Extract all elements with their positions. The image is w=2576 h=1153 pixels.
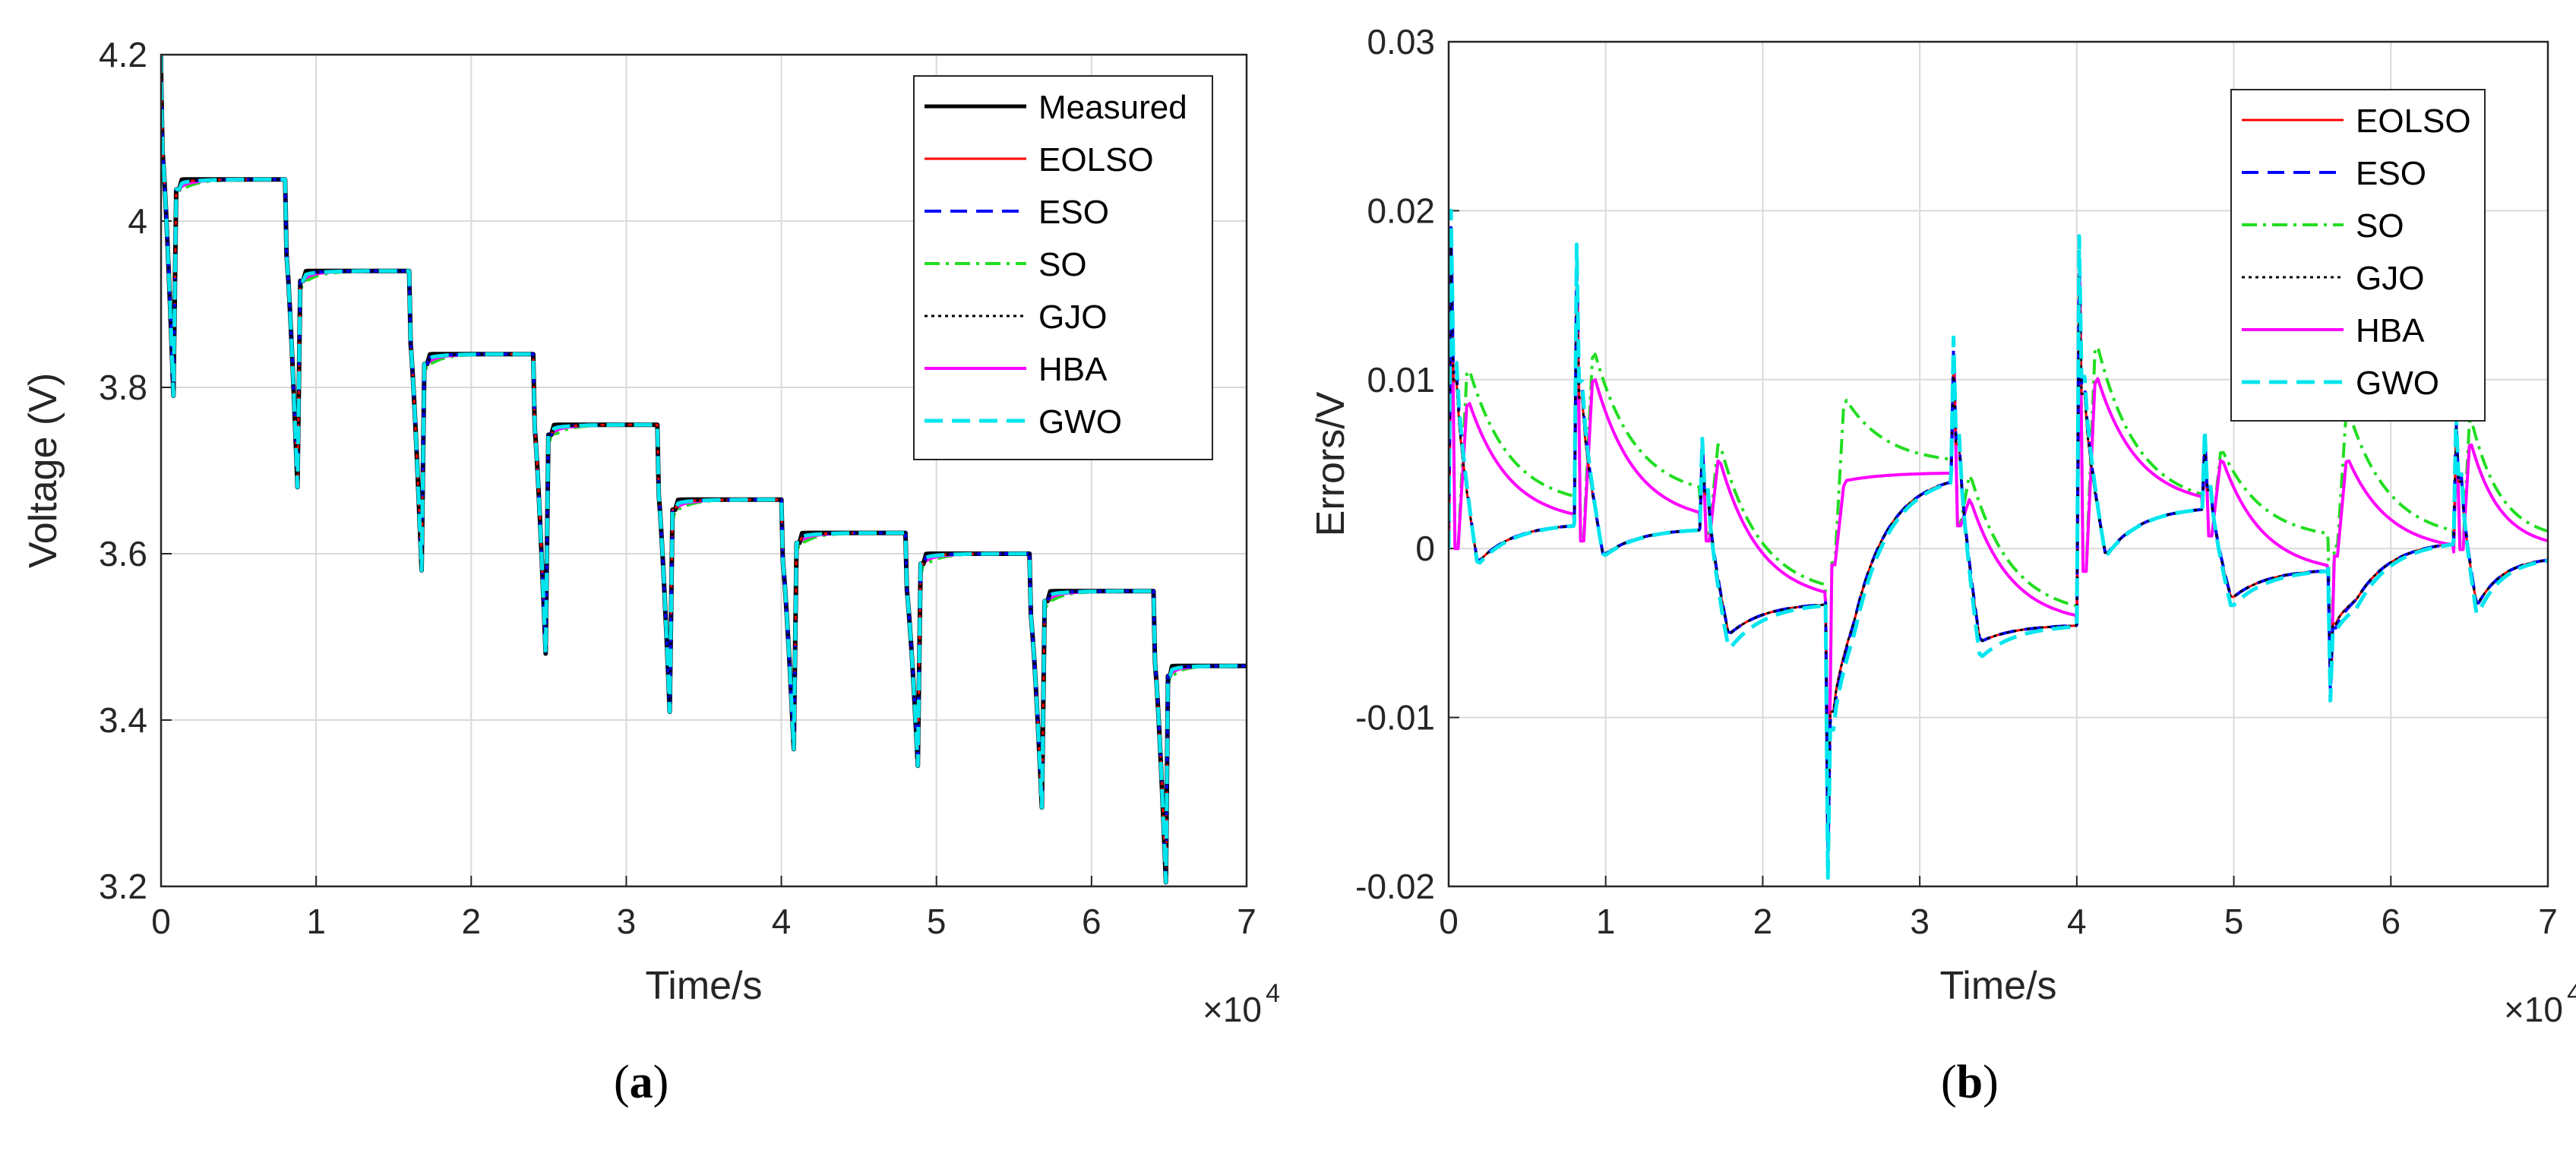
chart-b: 0 1 2 3 4 5 6 7 -0.02 -0.01 0 0.01 0.02 0.03 Time/s Err… xyxy=(1309,22,2576,1029)
legend-label-gwo: GWO xyxy=(1038,403,1122,441)
y-tick-label: 3.8 xyxy=(99,368,147,407)
x-tick-label: 3 xyxy=(1910,902,1930,941)
y-tick-label: 0 xyxy=(1415,529,1435,568)
y-tick-label: -0.01 xyxy=(1355,698,1435,738)
panel-label-b-text: b xyxy=(1956,1057,1983,1108)
x-multiplier-exponent: 4 xyxy=(2567,979,2576,1008)
y-tick-label: 0.02 xyxy=(1367,191,1435,230)
x-tick-label: 3 xyxy=(617,902,637,941)
legend-label-eolso: EOLSO xyxy=(1038,141,1154,178)
x-tick-label: 1 xyxy=(1596,902,1616,941)
x-tick-label: 5 xyxy=(927,902,947,941)
x-tick-label: 4 xyxy=(772,902,792,941)
x-multiplier-label: ×10 xyxy=(1203,990,1262,1029)
y-tick-label: 3.2 xyxy=(99,867,147,906)
x-tick-label: 6 xyxy=(1082,902,1102,941)
series-group-a xyxy=(161,55,1247,885)
x-tick-label: 2 xyxy=(1753,902,1773,941)
legend-label-measured: Measured xyxy=(1038,89,1187,126)
legend-box-a xyxy=(913,75,1213,460)
y-axis-label: Voltage (V) xyxy=(21,373,65,568)
legend-label-so: SO xyxy=(1038,246,1087,283)
chart-a: 0 1 2 3 4 5 6 7 3.2 3.4 3.6 3.8 4 4.2 Time/s Voltage (V… xyxy=(21,35,1280,1029)
panel-label-b: (b) xyxy=(1941,1057,1999,1108)
x-tick-label: 4 xyxy=(2067,902,2087,941)
y-tick-label: 3.6 xyxy=(99,534,147,573)
axes-frame-b xyxy=(1447,40,2549,888)
axes-frame-a xyxy=(160,53,1248,888)
x-multiplier-label: ×10 xyxy=(2504,990,2563,1029)
x-tick-label: 7 xyxy=(2538,902,2558,941)
y-tick-label: 0.03 xyxy=(1367,22,1435,62)
series-line-so xyxy=(1449,260,2548,830)
x-tick-label: 6 xyxy=(2381,902,2401,941)
x-tick-label: 0 xyxy=(151,902,171,941)
legend-box-b xyxy=(2230,89,2486,422)
legend-label-so: SO xyxy=(2356,207,2404,245)
x-tick-label: 1 xyxy=(306,902,326,941)
y-tick-label: 0.01 xyxy=(1367,360,1435,400)
legend-label-eso: ESO xyxy=(2356,155,2426,192)
x-tick-label: 5 xyxy=(2224,902,2244,941)
y-tick-label: 3.4 xyxy=(99,700,147,740)
series-line-gwo xyxy=(161,55,1247,884)
series-line-eso xyxy=(1449,226,2548,864)
x-axis-label: Time/s xyxy=(1939,964,2056,1008)
y-tick-label: -0.02 xyxy=(1355,867,1435,906)
legend-label-eso: ESO xyxy=(1038,194,1109,231)
panel-label-a: (a) xyxy=(614,1057,669,1108)
legend-label-gjo: GJO xyxy=(1038,299,1107,336)
y-axis-label: Errors/V xyxy=(1309,391,1353,536)
x-tick-label: 7 xyxy=(1237,902,1256,941)
legend-label-hba: HBA xyxy=(1038,351,1108,388)
legend-label-hba: HBA xyxy=(2356,312,2425,349)
x-multiplier-exponent: 4 xyxy=(1266,979,1280,1008)
panel-label-a-text: a xyxy=(629,1057,653,1108)
legend-label-gwo: GWO xyxy=(2356,365,2439,402)
series-line-gwo xyxy=(1449,208,2548,880)
x-tick-label: 2 xyxy=(461,902,481,941)
y-tick-label: 4 xyxy=(128,201,147,241)
y-tick-label: 4.2 xyxy=(99,35,147,74)
x-tick-label: 0 xyxy=(1439,902,1459,941)
series-group-b xyxy=(1449,208,2548,880)
x-axis-label: Time/s xyxy=(645,964,762,1008)
series-line-hba xyxy=(1449,260,2548,830)
legend-label-eolso: EOLSO xyxy=(2356,103,2471,140)
legend-label-gjo: GJO xyxy=(2356,260,2424,297)
